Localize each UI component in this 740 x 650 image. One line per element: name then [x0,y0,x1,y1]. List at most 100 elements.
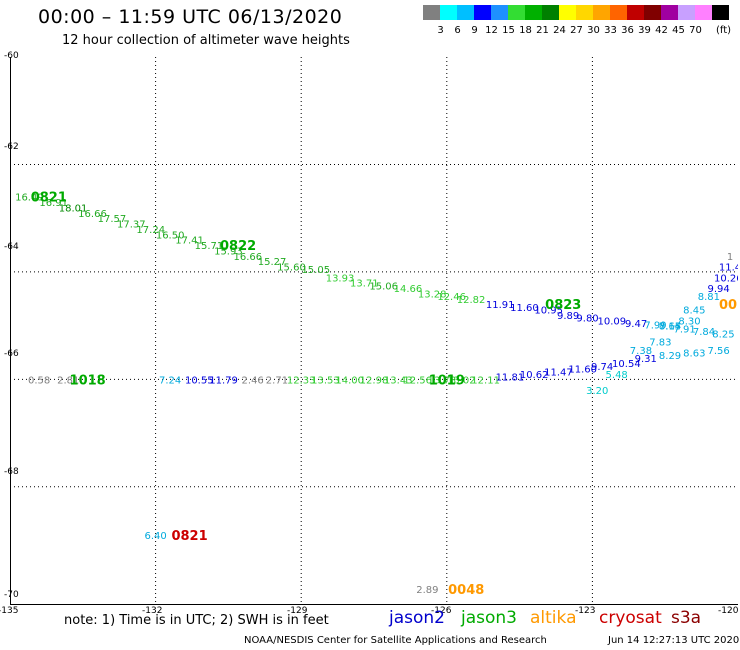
swh-value-label: 15.60 [277,263,306,274]
pass-time-label: 00 [719,298,737,313]
longitude-label: -129 [287,606,308,616]
satellite-legend-cryosat: cryosat [599,608,662,628]
color-scale-label: 33 [604,25,617,36]
swh-value-label: 13.71 [350,279,379,290]
swh-value-label: 16.66 [78,209,107,220]
wave-height-map: 16.4916.9118.0116.6617.5717.3717.2416.50… [10,57,738,605]
swh-value-label: 11.91 [486,300,515,311]
color-swatch [508,5,525,20]
page-title: 00:00 – 11:59 UTC 06/13/2020 [38,6,343,28]
swh-value-label: 10.55 [185,375,214,386]
swh-value-label: 8.25 [712,330,734,341]
swh-value-label: 9.74 [591,362,613,373]
swh-value-label: 8.63 [683,348,705,359]
color-swatch [542,5,559,20]
swh-value-label: 16.66 [233,252,262,263]
swh-value-label: 1 [727,252,733,263]
swh-value-label: 7.91 [673,324,695,335]
swh-value-label: 13.73 [428,375,457,386]
swh-value-label: 18.01 [59,203,88,214]
latitude-label: -66 [4,349,19,359]
longitude-label: -120 [718,606,739,616]
longitude-label: -132 [142,606,163,616]
color-scale-label: 21 [536,25,549,36]
swh-value-label: 11.81 [496,373,525,384]
longitude-label: -123 [575,606,596,616]
swh-value-label: 13.93 [326,273,355,284]
footer-timestamp: Jun 14 12:27:13 UTC 2020 [608,635,740,646]
swh-value-label: 15.27 [258,257,287,268]
color-swatch [423,5,440,20]
color-swatch [559,5,576,20]
page-subtitle: 12 hour collection of altimeter wave hei… [62,33,350,48]
swh-value-label: 0.58 [28,375,50,386]
swh-value-label: 6.40 [144,531,166,542]
swh-value-label: 7.99 [644,321,666,332]
swh-value-label: 7.56 [707,346,729,357]
swh-value-label: 14.00 [335,375,364,386]
color-scale-label: 39 [638,25,651,36]
color-scale-label: 18 [519,25,532,36]
swh-value-label: 8.81 [698,292,720,303]
swh-value-label: 11.60 [568,365,597,376]
swh-value-label: 13.43 [384,375,413,386]
latitude-label: -68 [4,467,19,477]
color-swatch [661,5,678,20]
swh-value-label: 12.46 [437,292,466,303]
color-swatch [525,5,542,20]
swh-value-label: 8.29 [659,351,681,362]
swh-value-label: 3.20 [586,386,608,397]
color-scale-label: 24 [553,25,566,36]
swh-value-label: 16.91 [39,198,68,209]
swh-value-label: 16.50 [156,230,185,241]
swh-value-label: 12.98 [360,375,389,386]
swh-value-label: 17.37 [117,220,146,231]
pass-time-label: 0822 [220,239,256,254]
swh-value-label: 9.89 [557,311,579,322]
swh-value-label: 15.05 [301,265,330,276]
swh-value-label: 17.41 [175,236,204,247]
swh-value-label: 12.11 [471,375,500,386]
swh-value-label: 2.46 [242,375,264,386]
color-swatch [440,5,457,20]
swh-value-label: 9.80 [576,314,598,325]
color-swatch [610,5,627,20]
swh-value-label: 17.57 [98,214,127,225]
swh-value-label: 16.49 [15,193,44,204]
color-swatch [491,5,508,20]
swh-value-label: 5.48 [606,370,628,381]
color-scale-label: 42 [655,25,668,36]
swh-value-label: 17.24 [136,225,165,236]
swh-value-label: 10.95 [534,306,563,317]
swh-value-label: 11.60 [510,303,539,314]
swh-value-label: 15.06 [369,281,398,292]
swh-value-label: 2.89 [416,585,438,596]
swh-value-label: 10.62 [520,370,549,381]
swh-value-label: 15.71 [195,241,224,252]
swh-value-label: 13.53 [311,375,340,386]
latitude-label: -70 [4,590,19,600]
color-scale-unit: (ft) [716,25,732,36]
longitude-label: -135 [0,606,19,616]
color-scale-label: 30 [587,25,600,36]
swh-value-label: 2.81 [57,375,79,386]
latitude-label: -64 [4,242,19,252]
swh-value-label: 13.02 [447,375,476,386]
pass-time-label: 1019 [429,373,465,388]
swh-value-label: 7.24 [159,375,181,386]
color-scale-label: 15 [502,25,515,36]
swh-value-label: 11.79 [209,375,238,386]
pass-time-label: 0821 [31,191,67,206]
swh-value-label: 13.28 [418,289,447,300]
swh-value-label: 12.33 [287,375,316,386]
pass-time-label: 0821 [171,529,207,544]
swh-value-label: 7.38 [630,346,652,357]
color-swatch [593,5,610,20]
swh-value-label: 9.47 [625,319,647,330]
color-scale-label: 45 [672,25,685,36]
swh-value-label: 10.54 [612,359,641,370]
pass-time-label: 0048 [448,583,484,598]
legend-note: note: 1) Time is in UTC; 2) SWH is in fe… [64,613,329,628]
swh-value-label: 11.47 [544,367,573,378]
